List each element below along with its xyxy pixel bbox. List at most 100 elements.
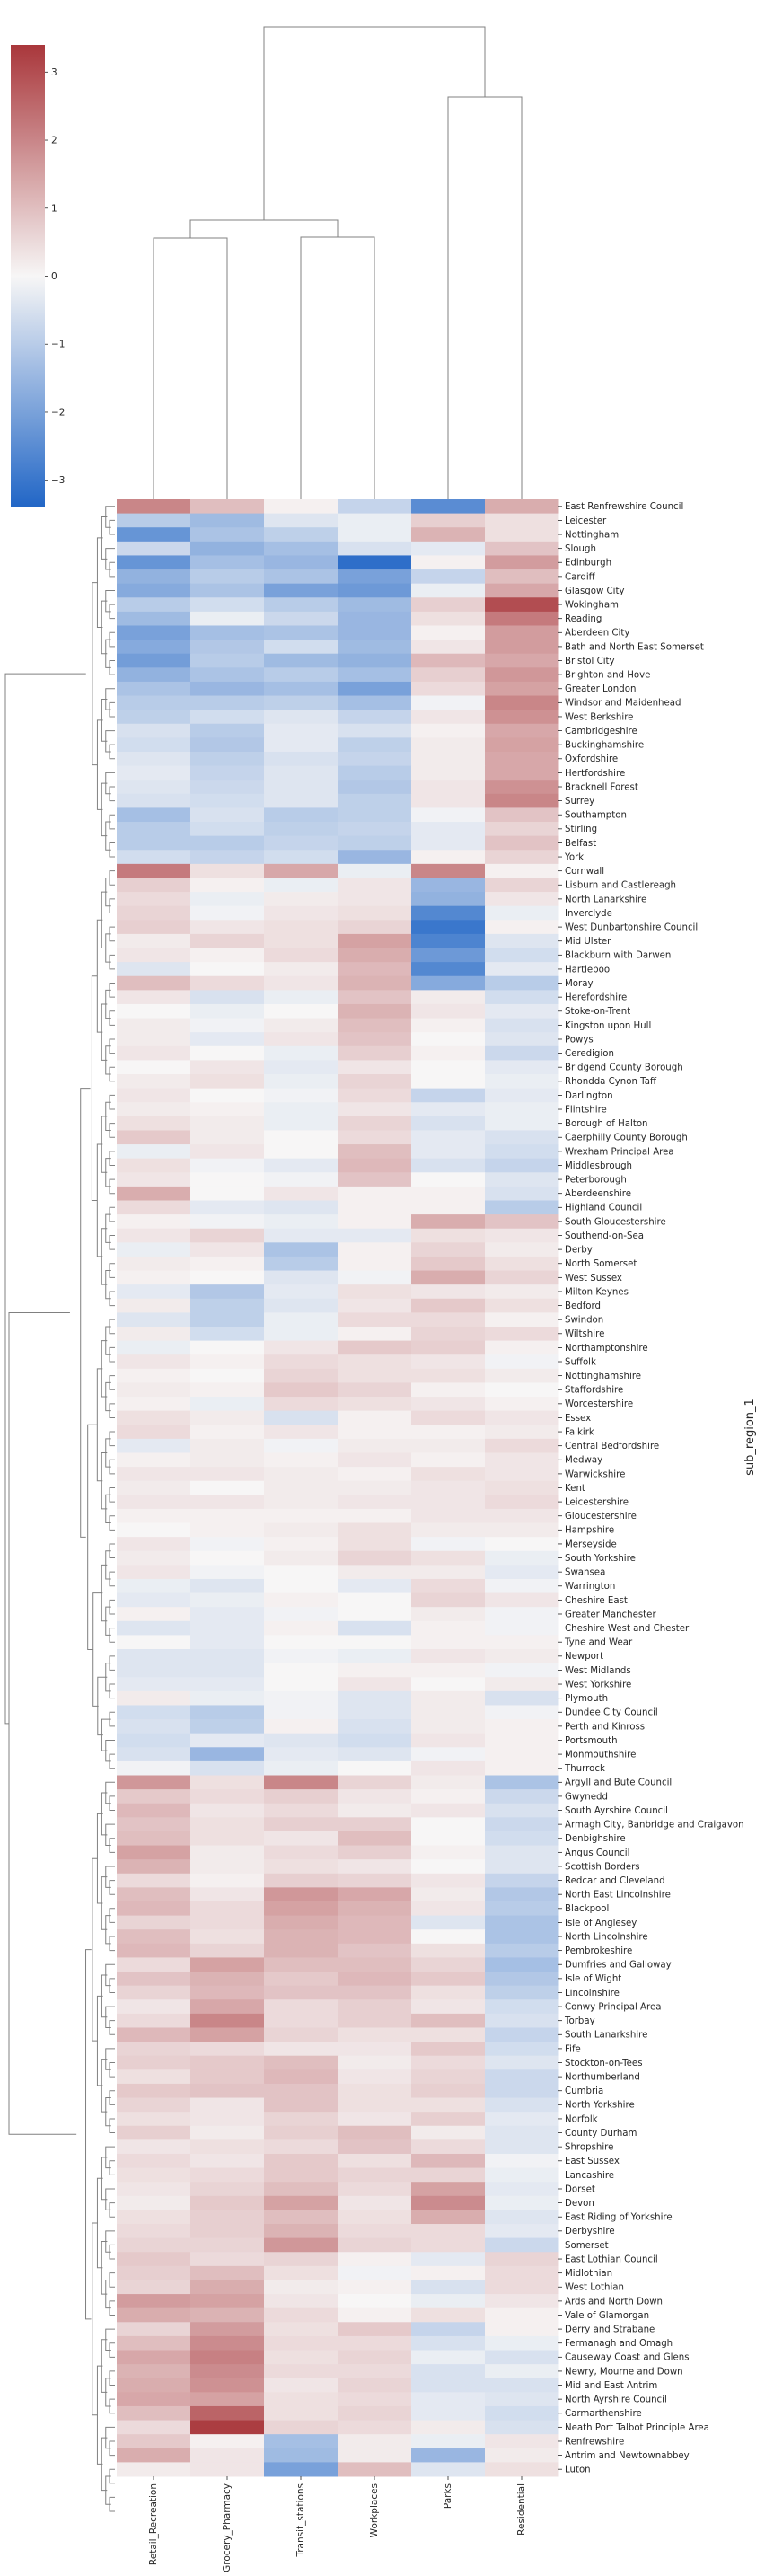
heatmap-cell	[411, 723, 486, 738]
dendrogram-link	[91, 975, 98, 1201]
heatmap-cell	[117, 765, 191, 781]
heatmap-cell	[411, 1298, 486, 1313]
heatmap-cell	[411, 1887, 486, 1902]
heatmap-cell	[485, 1158, 559, 1173]
heatmap-cell	[338, 2112, 412, 2127]
heatmap-cell	[411, 2322, 486, 2337]
heatmap-cell	[411, 1326, 486, 1342]
colorbar-tick-label: 2	[51, 136, 57, 146]
heatmap-cell	[485, 948, 559, 963]
heatmap-cell	[117, 2182, 191, 2197]
heatmap-cell	[190, 597, 265, 613]
heatmap-cell	[485, 2013, 559, 2028]
heatmap-cell	[117, 1172, 191, 1187]
heatmap-cell	[264, 751, 339, 767]
heatmap-cell	[190, 975, 265, 991]
heatmap-cell	[338, 1045, 412, 1061]
heatmap-cell	[190, 1817, 265, 1832]
heatmap-cell	[485, 1649, 559, 1664]
heatmap-cell	[264, 1592, 339, 1608]
heatmap-cell	[411, 1397, 486, 1412]
row-label: East Riding of Yorkshire	[565, 2213, 673, 2223]
heatmap-cell	[411, 2392, 486, 2407]
heatmap-cell	[190, 695, 265, 710]
heatmap-cell	[411, 1985, 486, 2000]
heatmap-cell	[190, 962, 265, 977]
heatmap-cell	[338, 710, 412, 725]
heatmap-cell	[338, 611, 412, 626]
heatmap-cell	[117, 1382, 191, 1398]
row-label: Dorset	[565, 2184, 595, 2194]
heatmap-cell	[190, 1957, 265, 1972]
heatmap-cell	[264, 1480, 339, 1495]
heatmap-cell	[411, 1635, 486, 1650]
heatmap-cell	[485, 2027, 559, 2042]
heatmap-cell	[190, 1186, 265, 1201]
heatmap-cell	[264, 2280, 339, 2295]
heatmap-cell	[411, 1550, 486, 1566]
heatmap-cell	[264, 1242, 339, 1257]
colorbar-tick-label: −3	[51, 475, 65, 486]
row-label: Kent	[565, 1484, 585, 1494]
heatmap-cell	[264, 1845, 339, 1860]
heatmap-cell	[190, 1915, 265, 1930]
row-label: Brighton and Hove	[565, 671, 650, 681]
heatmap-cell	[190, 2167, 265, 2183]
heatmap-cell	[411, 2055, 486, 2070]
heatmap-cell	[190, 541, 265, 556]
heatmap-cell	[485, 2378, 559, 2393]
heatmap-cell	[411, 905, 486, 921]
row-label: Edinburgh	[565, 559, 611, 569]
heatmap-cell	[190, 1537, 265, 1552]
heatmap-cell	[264, 2237, 339, 2253]
heatmap-cell	[411, 1410, 486, 1425]
heatmap-cell	[117, 1326, 191, 1342]
row-label: North Lanarkshire	[565, 895, 646, 904]
y-axis-label: sub_region_1	[743, 1398, 757, 1476]
row-label: Wrexham Principal Area	[565, 1147, 674, 1157]
row-label: Greater Manchester	[565, 1610, 656, 1619]
heatmap-cell	[338, 1760, 412, 1776]
dendrogram-link	[85, 1949, 92, 2320]
row-label: Mid and East Antrim	[565, 2381, 657, 2391]
heatmap-cell	[411, 1831, 486, 1847]
heatmap-cell	[338, 1312, 412, 1328]
row-label: Bristol City	[565, 657, 615, 666]
heatmap-cell	[264, 1144, 339, 1160]
heatmap-cell	[485, 1592, 559, 1608]
heatmap-cell	[190, 640, 265, 655]
heatmap-cell	[117, 555, 191, 570]
heatmap-cell	[485, 695, 559, 710]
heatmap-cell	[338, 1130, 412, 1145]
heatmap-cell	[190, 667, 265, 683]
heatmap-cell	[411, 1733, 486, 1748]
colorbar-tick-label: 1	[51, 203, 57, 214]
heatmap-cell	[485, 1803, 559, 1818]
heatmap-cell	[117, 2434, 191, 2449]
heatmap-cell	[411, 2335, 486, 2351]
heatmap-cell	[338, 1158, 412, 1173]
heatmap-cell	[338, 1003, 412, 1019]
heatmap-cell	[411, 1158, 486, 1173]
heatmap-cell	[485, 975, 559, 991]
heatmap-cell	[338, 2350, 412, 2365]
dendrogram-link	[263, 26, 486, 220]
heatmap-cell	[338, 1537, 412, 1552]
heatmap-cell	[485, 2153, 559, 2169]
heatmap-cell	[485, 1144, 559, 1160]
heatmap-cell	[117, 2364, 191, 2379]
heatmap-cell	[264, 1312, 339, 1328]
heatmap-cell	[411, 611, 486, 626]
heatmap-cell	[485, 1382, 559, 1398]
heatmap-cell	[338, 1565, 412, 1580]
heatmap-cell	[411, 990, 486, 1005]
heatmap-cell	[264, 1957, 339, 1972]
heatmap-cell	[411, 793, 486, 808]
heatmap-cell	[117, 975, 191, 991]
heatmap-cell	[264, 555, 339, 570]
row-label: Belfast	[565, 839, 596, 849]
heatmap-cell	[190, 737, 265, 753]
colorbar-tick-label: −1	[51, 340, 65, 350]
heatmap-cell	[411, 1789, 486, 1804]
heatmap-cell	[190, 807, 265, 823]
